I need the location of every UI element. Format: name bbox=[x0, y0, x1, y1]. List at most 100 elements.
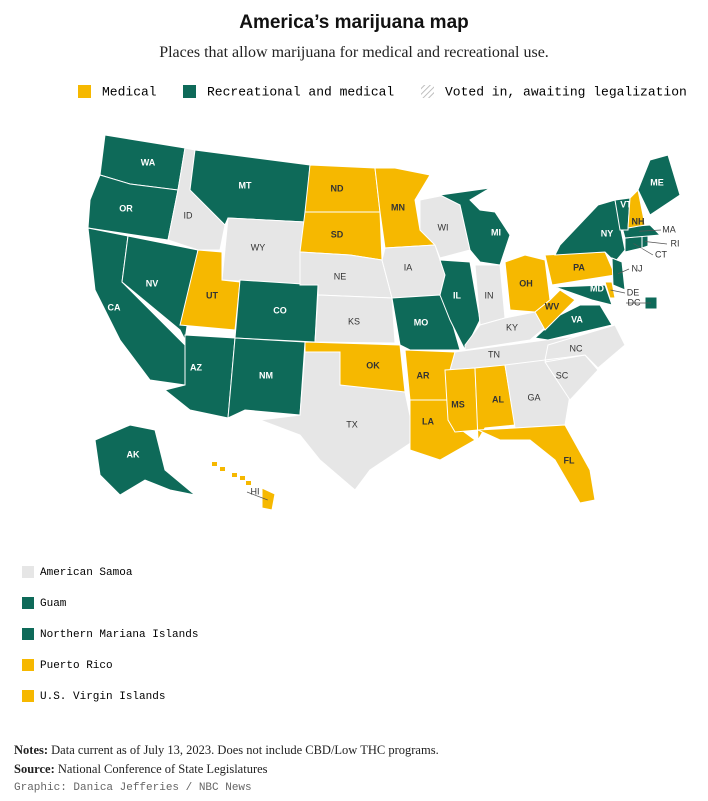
state-label: VT bbox=[620, 199, 632, 209]
state-label: WY bbox=[251, 242, 266, 252]
state-label: ND bbox=[331, 183, 344, 193]
state bbox=[227, 337, 306, 419]
island bbox=[212, 462, 217, 466]
state-label: KY bbox=[506, 322, 518, 332]
state-label: MN bbox=[391, 202, 405, 212]
state bbox=[637, 154, 681, 216]
title: America’s marijuana map bbox=[239, 12, 469, 33]
legend-swatch bbox=[183, 85, 196, 98]
state-label: NC bbox=[570, 343, 583, 353]
state-label: AR bbox=[417, 370, 430, 380]
state bbox=[381, 244, 446, 299]
state bbox=[504, 359, 571, 429]
state bbox=[444, 367, 479, 433]
territory-label: Northern Mariana Islands bbox=[40, 629, 198, 641]
legend-label: Voted in, awaiting legalization bbox=[445, 84, 687, 99]
territory-label: American Samoa bbox=[40, 567, 133, 579]
notes: Notes: Data current as of July 13, 2023.… bbox=[14, 743, 439, 758]
state-label: IA bbox=[404, 262, 413, 272]
state-label: NH bbox=[632, 216, 645, 226]
territory-swatch bbox=[22, 566, 34, 578]
subtitle: Places that allow marijuana for medical … bbox=[159, 44, 549, 61]
state-label: NJ bbox=[632, 263, 643, 273]
state-label: CA bbox=[108, 302, 121, 312]
state-label: UT bbox=[206, 290, 218, 300]
state bbox=[121, 235, 199, 342]
state-label: NV bbox=[146, 278, 159, 288]
state-label: ID bbox=[184, 210, 194, 220]
territory-swatch bbox=[22, 628, 34, 640]
source-text: National Conference of State Legislature… bbox=[57, 762, 268, 776]
state-label: AZ bbox=[190, 362, 202, 372]
state-label: IL bbox=[453, 290, 462, 300]
state-label: DC bbox=[628, 297, 641, 307]
state bbox=[438, 187, 511, 266]
leader-line bbox=[617, 268, 630, 275]
source: Source: National Conference of State Leg… bbox=[14, 762, 268, 777]
leader-line bbox=[610, 289, 626, 294]
state bbox=[627, 188, 646, 229]
legend-label: Medical bbox=[102, 84, 157, 99]
notes-text: Data current as of July 13, 2023. Does n… bbox=[51, 743, 439, 757]
state-label: RI bbox=[671, 238, 680, 248]
state-label: PA bbox=[573, 262, 585, 272]
state-label: KS bbox=[348, 316, 360, 326]
state bbox=[94, 424, 196, 496]
leader-line bbox=[639, 229, 662, 232]
state bbox=[259, 351, 416, 491]
state-label: NY bbox=[601, 228, 614, 238]
territory-label: Puerto Rico bbox=[40, 660, 113, 672]
state bbox=[544, 354, 599, 401]
island bbox=[220, 467, 225, 471]
state-label: MT bbox=[239, 180, 252, 190]
state bbox=[261, 487, 276, 511]
leader-line bbox=[644, 241, 668, 245]
state-label: WA bbox=[141, 157, 156, 167]
state-label: DE bbox=[627, 287, 640, 297]
state-label: TX bbox=[346, 419, 358, 429]
state-label: NM bbox=[259, 370, 273, 380]
state-label: FL bbox=[564, 455, 575, 465]
state-label: CT bbox=[655, 249, 667, 259]
state-label: OH bbox=[519, 278, 533, 288]
territory-swatch bbox=[22, 659, 34, 671]
state-label: MS bbox=[451, 399, 465, 409]
state bbox=[439, 259, 481, 352]
state-label: MA bbox=[662, 224, 676, 234]
state bbox=[477, 424, 596, 504]
state-label: TN bbox=[488, 349, 500, 359]
legend-swatch bbox=[421, 85, 434, 98]
state-label: AK bbox=[127, 449, 140, 459]
state bbox=[604, 281, 616, 299]
territory-label: Guam bbox=[40, 598, 67, 610]
territory-label: U.S. Virgin Islands bbox=[40, 691, 165, 703]
state bbox=[474, 364, 516, 442]
state-label: HI bbox=[251, 486, 260, 496]
state-label: OR bbox=[119, 203, 133, 213]
state bbox=[614, 197, 631, 231]
state-label: GA bbox=[527, 392, 540, 402]
legend-label: Recreational and medical bbox=[207, 84, 394, 99]
legend-swatch bbox=[78, 85, 91, 98]
territory-swatch bbox=[22, 597, 34, 609]
state bbox=[534, 289, 576, 331]
state bbox=[314, 294, 396, 344]
state bbox=[544, 324, 626, 369]
leader-line bbox=[633, 243, 654, 256]
state bbox=[624, 235, 643, 253]
notes-label: Notes: bbox=[14, 743, 49, 757]
source-label: Source: bbox=[14, 762, 55, 776]
state-label: LA bbox=[422, 416, 434, 426]
state-label: MI bbox=[491, 227, 501, 237]
state-label: WV bbox=[545, 301, 560, 311]
state-label: WI bbox=[438, 222, 449, 232]
state-label: IN bbox=[485, 290, 494, 300]
state bbox=[554, 284, 613, 306]
state-label: SD bbox=[331, 229, 344, 239]
island bbox=[232, 473, 237, 477]
state-label: OK bbox=[366, 360, 380, 370]
island bbox=[240, 476, 245, 480]
leader-line bbox=[246, 491, 268, 501]
island bbox=[246, 481, 251, 485]
